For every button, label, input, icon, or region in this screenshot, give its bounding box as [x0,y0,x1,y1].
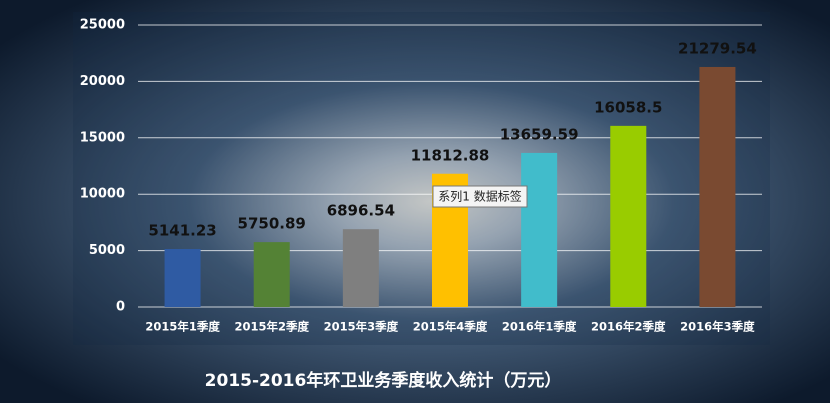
x-tick-label: 2016年3季度 [680,320,755,334]
bar [610,125,647,307]
x-tick-label: 2015年3季度 [324,320,399,334]
y-tick-label: 20000 [80,74,125,89]
value-label: 21279.54 [678,39,757,57]
bar [164,249,201,307]
tooltip-box [432,185,528,208]
x-tick-label: 2015年1季度 [145,320,220,334]
y-tick-label: 10000 [80,187,125,202]
value-label: 6896.54 [327,202,395,220]
y-tick-label: 25000 [80,18,125,33]
chart-title: 2015-2016年环卫业务季度收入统计（万元） [205,370,562,391]
bar [699,66,736,307]
y-tick-label: 0 [116,300,125,315]
x-tick-label: 2016年2季度 [591,320,666,334]
value-label: 5141.23 [148,222,216,240]
value-label: 13659.59 [500,125,579,143]
x-tick-label: 2015年4季度 [413,320,488,334]
bar [253,242,290,307]
bar [342,229,379,307]
bar [521,152,558,307]
y-tick-label: 15000 [80,130,125,145]
y-tick-label: 5000 [89,243,125,258]
x-tick-label: 2015年2季度 [234,320,309,334]
value-label: 16058.5 [594,98,662,116]
tooltip-text: 系列1 数据标签 [438,189,521,204]
value-label: 5750.89 [238,215,306,233]
value-label: 11812.88 [411,146,490,164]
x-tick-label: 2016年1季度 [502,320,577,334]
